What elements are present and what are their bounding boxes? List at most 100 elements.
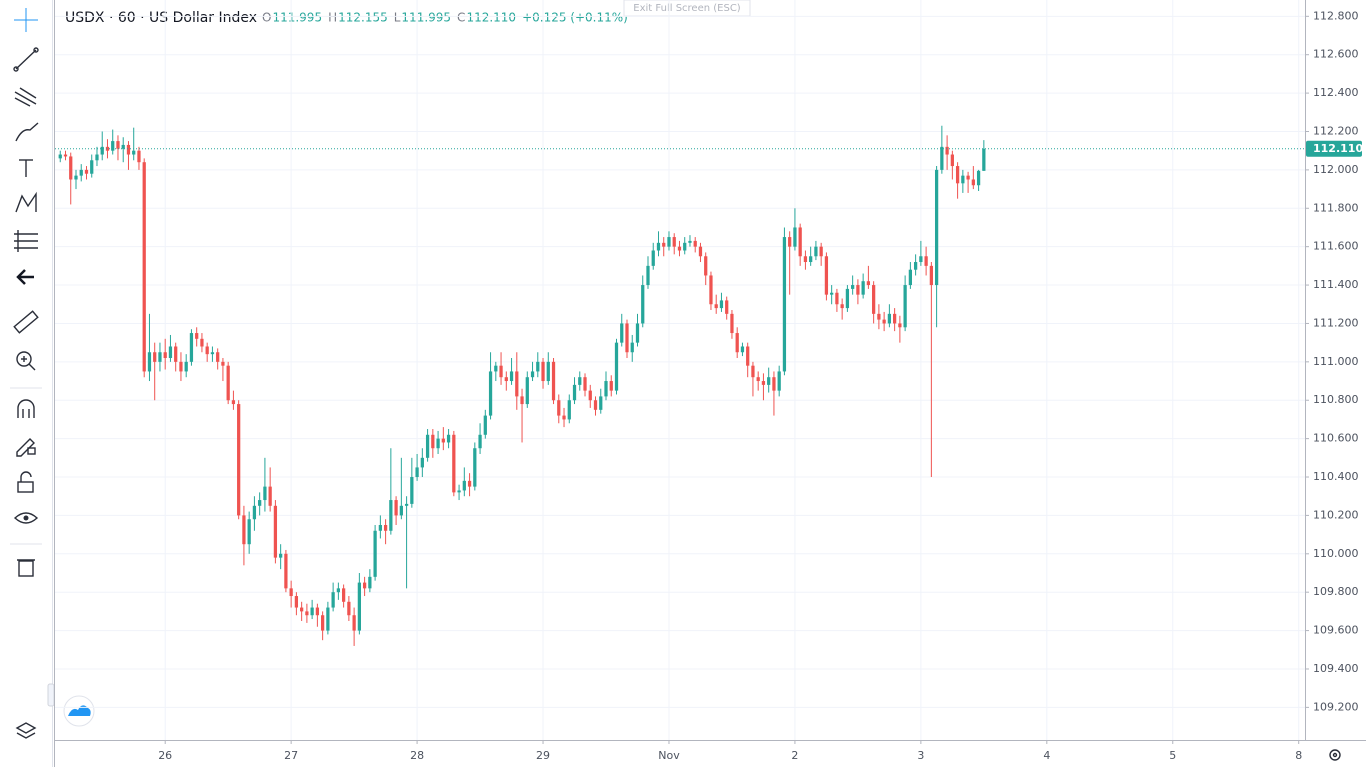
candle-body	[866, 281, 871, 286]
back-arrow[interactable]	[16, 269, 34, 285]
candle-body	[814, 246, 818, 257]
exit-fullscreen-label: Exit Full Screen (ESC)	[633, 3, 741, 14]
last-price-label: 112.110	[1313, 142, 1363, 155]
candle-body	[515, 371, 519, 397]
x-tick-label: 29	[536, 749, 550, 762]
candle-body	[641, 285, 645, 324]
candle-body	[394, 500, 398, 516]
candle-body	[525, 377, 529, 405]
candle-body	[872, 285, 876, 314]
y-tick-label: 109.400	[1313, 662, 1359, 675]
candle-body	[541, 361, 545, 382]
y-tick-label: 109.600	[1313, 624, 1359, 637]
text-tool[interactable]	[19, 159, 33, 177]
candle-body	[168, 346, 173, 359]
candle-body	[352, 615, 356, 631]
y-tick-label: 111.400	[1313, 278, 1359, 291]
candle-body	[756, 377, 760, 382]
candle-body	[378, 525, 382, 531]
candle-body	[809, 256, 813, 263]
fib-tool[interactable]	[14, 87, 37, 107]
candle-body	[772, 377, 776, 391]
y-tick-label: 110.600	[1313, 432, 1359, 445]
candle-body	[425, 434, 430, 458]
candle-body	[861, 281, 865, 295]
x-tick-label: Nov	[658, 749, 680, 762]
brush-tool[interactable]	[15, 122, 39, 142]
candle-body	[179, 361, 183, 372]
crosshair-tool[interactable]	[14, 8, 38, 32]
candle-body	[446, 434, 451, 443]
y-tick-label: 111.800	[1313, 201, 1359, 214]
candle-body	[924, 256, 928, 266]
candle-body	[467, 480, 472, 487]
candle-body	[58, 154, 62, 159]
candle-body	[420, 457, 424, 468]
candle-body	[945, 146, 949, 155]
candle-body	[95, 154, 99, 161]
candle-body	[735, 333, 739, 353]
candle-body	[111, 141, 115, 151]
candle-body	[898, 323, 902, 328]
candle-body	[709, 275, 713, 305]
candle-body	[656, 242, 661, 251]
candle-body	[845, 288, 850, 309]
candles	[58, 125, 986, 646]
candle-body	[950, 154, 954, 167]
candle-body	[310, 607, 314, 616]
candle-body	[79, 169, 83, 176]
candle-body	[174, 346, 178, 362]
candle-body	[331, 592, 335, 608]
candle-body	[279, 553, 283, 558]
candle-body	[824, 256, 829, 295]
candle-body	[436, 438, 440, 449]
ohlc-key: L	[394, 11, 401, 25]
object-tree[interactable]	[15, 722, 37, 739]
y-tick-label: 110.400	[1313, 470, 1359, 483]
candle-body	[903, 285, 907, 328]
panel-collapse[interactable]	[47, 683, 55, 707]
y-tick-label: 110.200	[1313, 508, 1359, 521]
lock-drawing-tool[interactable]	[16, 438, 36, 457]
candle-body	[520, 396, 524, 405]
y-tick-label: 111.600	[1313, 240, 1359, 253]
magnet-tool[interactable]	[17, 399, 35, 418]
candle-body	[368, 576, 372, 589]
candle-body	[226, 365, 230, 401]
candle-body	[557, 400, 561, 416]
pattern-tool[interactable]	[15, 191, 37, 213]
candle-body	[126, 144, 131, 155]
candle-body	[132, 150, 136, 155]
candle-body	[163, 352, 167, 359]
zoom-tool[interactable]	[16, 351, 36, 371]
candle-body	[572, 384, 577, 401]
change: +0.125 (+0.11%)	[522, 11, 628, 25]
settings-button[interactable]	[1329, 749, 1341, 761]
candle-body	[441, 438, 445, 443]
candle-body	[819, 246, 823, 257]
candle-body	[478, 434, 482, 449]
candle-body	[69, 156, 73, 180]
candle-body	[677, 246, 682, 251]
y-tick-label: 112.000	[1313, 163, 1359, 176]
candle-body	[840, 304, 844, 309]
trend-line-tool[interactable]	[13, 47, 39, 72]
candle-body	[63, 154, 68, 157]
candle-body	[913, 262, 918, 270]
candle-body	[90, 160, 94, 174]
ruler-tool[interactable]	[13, 310, 39, 334]
visibility-tool[interactable]	[13, 512, 39, 524]
candle-body	[630, 342, 634, 353]
candle-body	[142, 162, 146, 372]
candle-body	[782, 237, 787, 372]
candle-body	[672, 237, 676, 247]
candle-body	[247, 519, 251, 545]
delete-tool[interactable]	[17, 559, 35, 577]
candle-body	[305, 611, 309, 616]
candle-body	[851, 285, 855, 289]
prediction-tool[interactable]	[14, 230, 38, 252]
candle-body	[483, 415, 487, 435]
candle-body	[399, 505, 403, 516]
candle-body	[635, 323, 640, 343]
lock-tool[interactable]	[17, 471, 34, 493]
